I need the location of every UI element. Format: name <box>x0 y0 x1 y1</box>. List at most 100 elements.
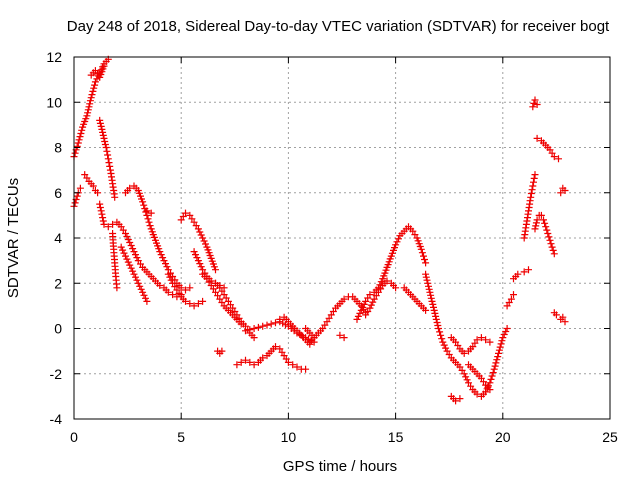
data-point <box>117 243 125 251</box>
data-point <box>86 100 94 108</box>
data-point <box>490 365 498 373</box>
data-point <box>130 270 138 278</box>
data-point <box>543 226 551 234</box>
series-arc-ae <box>510 270 522 283</box>
data-point <box>492 359 500 367</box>
data-point <box>435 325 442 332</box>
series-arc-j <box>143 207 155 217</box>
data-point <box>545 233 553 241</box>
data-point <box>530 178 537 186</box>
data-point <box>436 328 444 336</box>
series-arc-aj <box>531 211 558 258</box>
data-point <box>395 235 402 243</box>
data-point <box>433 319 441 326</box>
data-point <box>456 395 464 403</box>
data-point <box>197 263 205 271</box>
data-point <box>119 246 127 254</box>
data-point <box>383 277 391 285</box>
data-point <box>498 337 506 345</box>
data-point <box>548 243 556 251</box>
data-point <box>96 200 104 208</box>
data-point <box>83 112 91 120</box>
data-point <box>354 312 362 320</box>
data-point <box>425 285 433 293</box>
data-point <box>78 126 86 134</box>
data-point <box>99 214 107 222</box>
y-tick-label: 4 <box>54 230 62 246</box>
data-point <box>145 218 153 226</box>
data-point <box>71 199 79 207</box>
data-point <box>369 298 377 306</box>
data-point <box>126 184 134 192</box>
data-point <box>367 301 375 309</box>
data-point <box>353 315 361 323</box>
data-point <box>493 356 501 364</box>
data-point <box>127 264 135 272</box>
data-point <box>75 136 83 144</box>
data-point <box>77 130 85 137</box>
data-point <box>140 201 148 209</box>
data-point <box>487 375 495 383</box>
chart-title: Day 248 of 2018, Sidereal Day-to-day VTE… <box>67 18 610 35</box>
data-point <box>120 249 128 257</box>
data-point <box>486 379 494 387</box>
data-point <box>96 119 104 127</box>
data-point <box>462 373 470 381</box>
data-point <box>557 189 565 197</box>
y-tick-label: -4 <box>50 411 63 427</box>
data-point <box>126 239 134 246</box>
data-point <box>143 297 151 305</box>
data-point <box>497 340 505 348</box>
data-point <box>482 388 490 396</box>
data-point <box>366 304 374 312</box>
data-point <box>293 363 301 371</box>
data-point <box>431 309 439 317</box>
data-point <box>302 365 310 373</box>
data-point <box>525 266 532 274</box>
data-point <box>559 313 567 321</box>
data-point <box>111 193 119 201</box>
data-point <box>272 343 279 351</box>
data-point <box>133 254 141 262</box>
data-point <box>428 297 436 305</box>
data-point <box>510 291 517 299</box>
data-point <box>356 309 364 317</box>
data-point <box>113 284 121 292</box>
data-point <box>182 209 189 217</box>
data-point <box>186 284 194 292</box>
x-tick-label: 20 <box>495 429 511 445</box>
series-arc-w <box>353 223 430 323</box>
data-point <box>177 284 185 292</box>
series-arc-u <box>302 325 318 342</box>
data-point <box>87 94 95 102</box>
data-point <box>430 306 438 314</box>
data-point <box>284 358 292 366</box>
data-point <box>199 234 207 242</box>
data-point <box>267 320 275 328</box>
series-arc-ac <box>465 361 494 394</box>
y-axis-ticks: -4 -2 0 2 4 6 8 10 12 <box>46 49 610 427</box>
data-point <box>91 81 99 89</box>
data-point <box>164 270 172 278</box>
data-point <box>340 295 348 303</box>
data-point <box>432 315 440 323</box>
data-point <box>132 273 139 281</box>
data-point <box>529 182 537 190</box>
data-point <box>259 354 267 362</box>
data-point <box>422 270 430 278</box>
series-arc-e <box>96 116 119 201</box>
data-point <box>94 189 102 197</box>
data-point <box>540 216 547 224</box>
data-point <box>502 328 510 335</box>
series-arc-y <box>400 284 430 314</box>
series-arc-p <box>214 347 226 357</box>
series-arc-k <box>177 209 219 274</box>
data-point <box>452 397 460 405</box>
data-point <box>254 323 262 331</box>
data-point <box>186 300 194 308</box>
data-point <box>377 278 385 286</box>
series-arc-am <box>557 313 569 326</box>
data-point <box>533 216 541 224</box>
data-point <box>197 231 205 239</box>
data-point <box>169 291 177 299</box>
